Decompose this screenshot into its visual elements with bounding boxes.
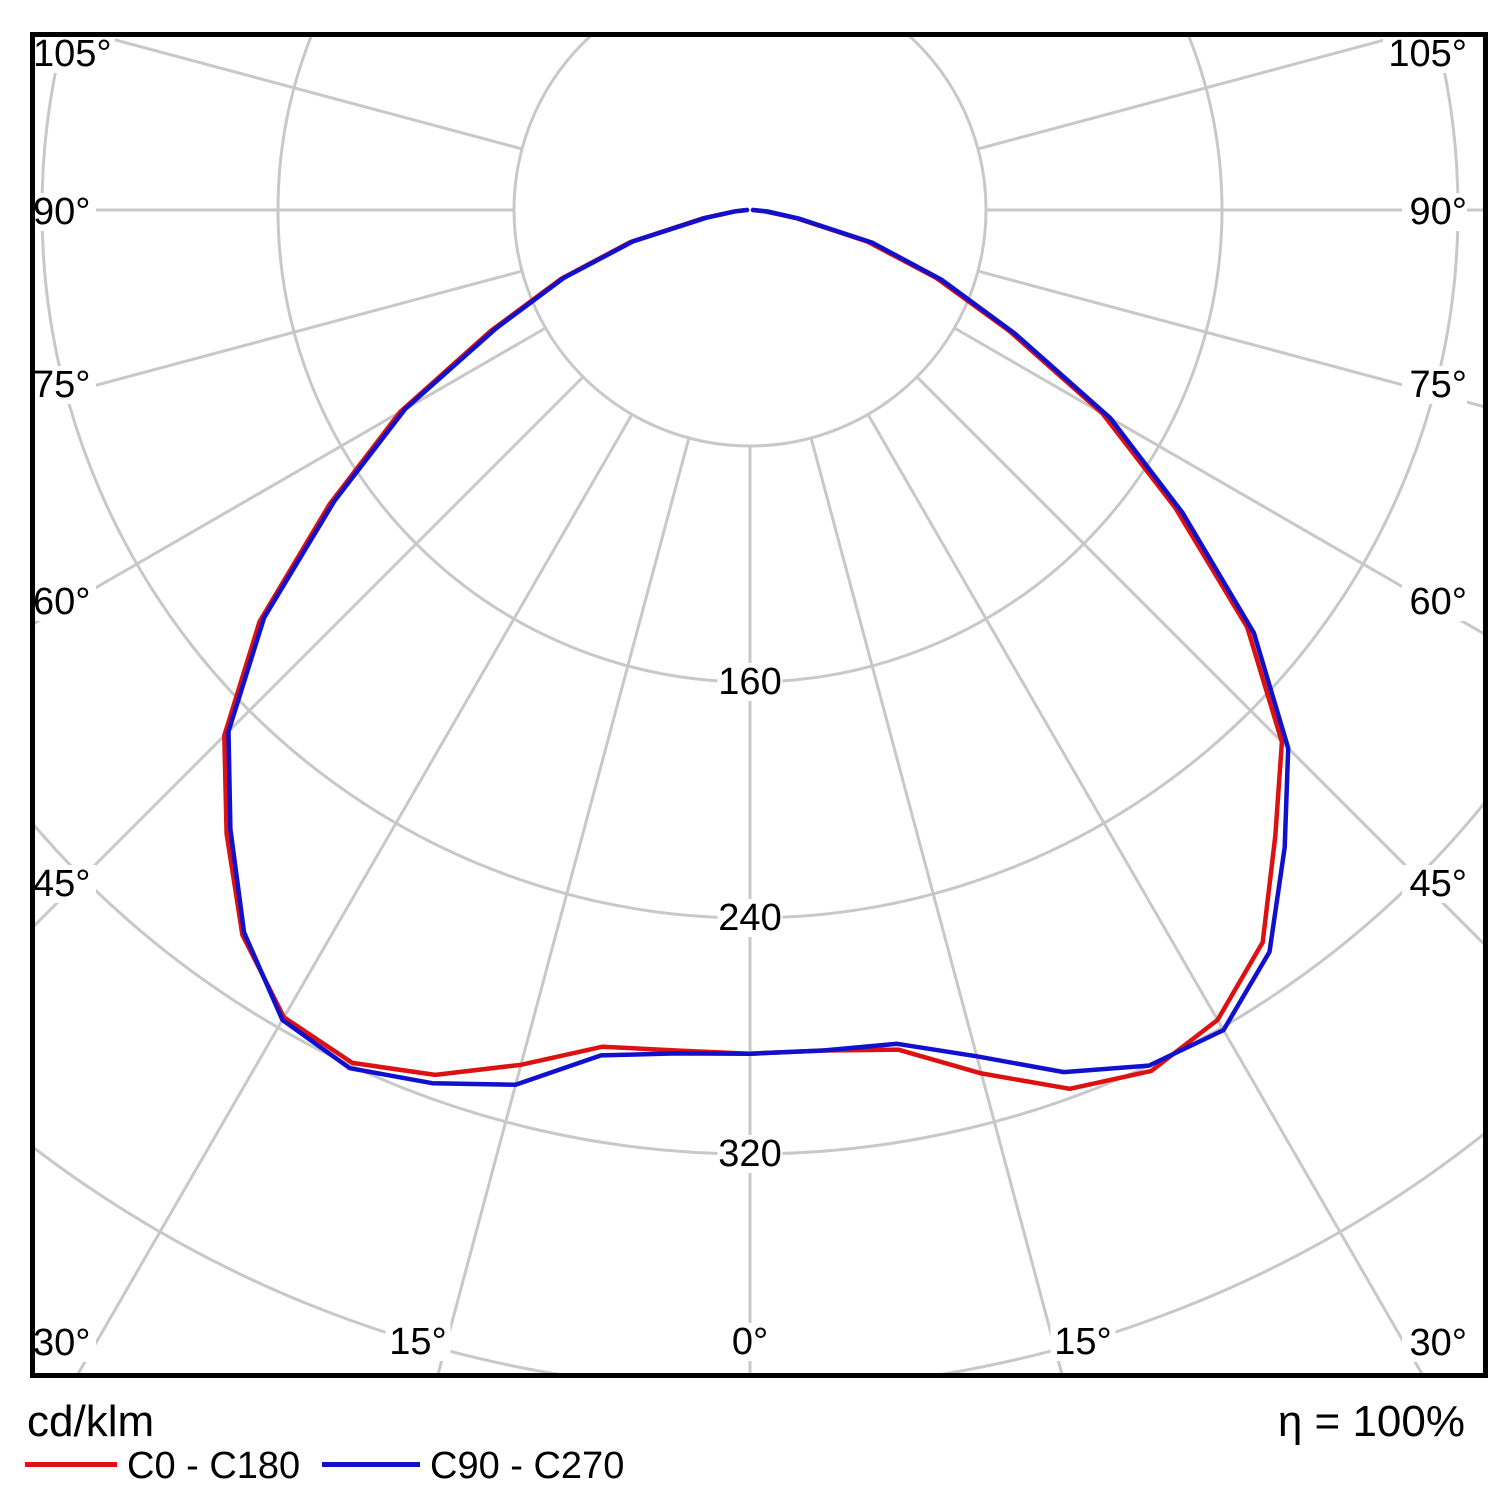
angle-label-right-75-bg (1402, 366, 1467, 404)
grid-ray--60 (33, 326, 547, 626)
angle-label-bottom-2-bg (1050, 1323, 1116, 1361)
legend-swatch-c0-c180 (25, 1462, 117, 1467)
angle-label-left-90-bg (31, 193, 96, 231)
grid-ray--45 (33, 375, 585, 930)
angle-label-right-90: 90° (1410, 191, 1467, 233)
angle-label-left-90: 90° (33, 191, 90, 233)
angle-label-bottom-0: 15° (389, 1321, 446, 1363)
grid-ray-45 (915, 375, 1485, 948)
grid-ray--15 (436, 437, 691, 1375)
angle-label-left-75: 75° (33, 364, 90, 406)
angle-label-right-60-bg (1402, 583, 1467, 621)
angle-label-right-30-bg (1402, 1324, 1467, 1362)
legend-label-c90-c270: C90 - C270 (430, 1445, 625, 1487)
grid-ray-75 (977, 269, 1485, 409)
radial-label-320-bg (717, 1135, 783, 1173)
angle-label-left-60-bg (31, 583, 96, 621)
angle-label-left-105-bg (31, 35, 115, 73)
radial-label-240-bg (717, 899, 783, 937)
angle-label-bottom-1: 0° (732, 1321, 768, 1363)
radial-label-320: 320 (718, 1133, 781, 1175)
grid-ray-60 (953, 326, 1485, 637)
grid-ray-105 (977, 35, 1409, 151)
angle-label-right-75: 75° (1410, 364, 1467, 406)
angle-label-left-60: 60° (33, 581, 90, 623)
angle-label-right-105: 105° (1388, 33, 1467, 75)
unit-label: cd/klm (27, 1397, 155, 1446)
radial-label-240: 240 (718, 897, 781, 939)
angle-label-left-45: 45° (33, 863, 90, 905)
angle-label-right-45: 45° (1410, 863, 1467, 905)
angle-label-right-90-bg (1402, 193, 1467, 231)
grid-ray-15 (809, 437, 1064, 1375)
angle-label-right-60: 60° (1410, 581, 1467, 623)
grid-ray--75 (33, 269, 523, 404)
legend-label-c0-c180: C0 - C180 (127, 1445, 301, 1487)
angle-label-bottom-2: 15° (1054, 1321, 1111, 1363)
angle-label-left-45-bg (31, 865, 96, 903)
angle-label-bottom-1-bg (727, 1323, 773, 1361)
intensity-curves (222, 207, 1291, 1092)
angle-label-left-30-bg (31, 1324, 96, 1362)
radial-label-160-bg (717, 663, 783, 701)
grid-ray--105 (91, 35, 523, 151)
angle-label-left-30: 30° (33, 1322, 90, 1364)
curve-c90-c270 (226, 207, 1291, 1088)
radial-label-160: 160 (718, 661, 781, 703)
axis-labels: 105° 90° 75° 60° 45° 30° 105° 90° 75° 60° 45° 30° 15… (31, 33, 1467, 1364)
angle-label-right-45-bg (1402, 865, 1467, 903)
grid-ray-30 (866, 413, 1425, 1375)
legend-swatch-c90-c270 (322, 1462, 420, 1467)
plot-border (30, 32, 1488, 1378)
angle-label-left-105: 105° (33, 33, 112, 75)
angle-label-right-105-bg (1383, 35, 1467, 73)
grid-ray--30 (75, 413, 634, 1375)
angle-label-bottom-0-bg (385, 1323, 451, 1361)
angle-label-left-75-bg (31, 366, 96, 404)
efficiency-label: η = 100% (1277, 1397, 1465, 1446)
angle-label-right-30: 30° (1410, 1322, 1467, 1364)
